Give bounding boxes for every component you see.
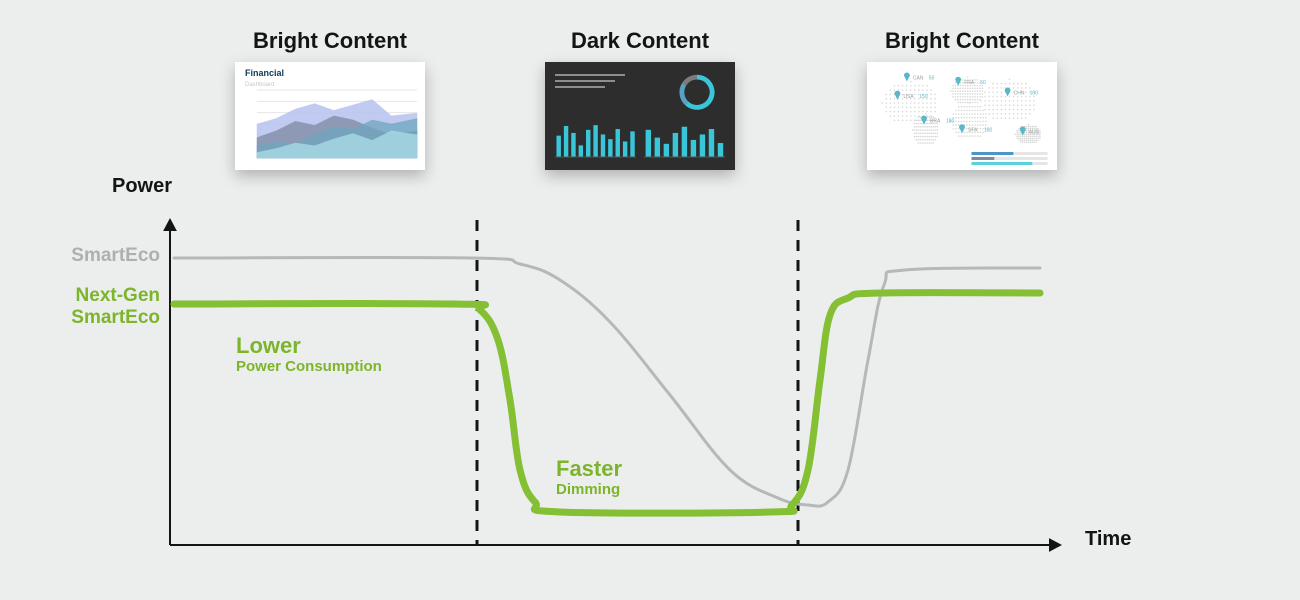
section-title: Bright Content (885, 28, 1039, 54)
annotation-sub: Power Consumption (236, 358, 382, 375)
series-label-smarteco: SmartEco (71, 245, 160, 267)
thumb-title: Financial (245, 68, 284, 78)
thumbnail-svg (545, 62, 735, 170)
series-label-line: Next-Gen (71, 285, 160, 307)
annotation-title: Lower (236, 333, 382, 358)
map-marker-value: 100 (1030, 91, 1039, 97)
map-marker-code: SFA (968, 127, 978, 133)
map-marker-code: FRA (964, 80, 975, 86)
annotation-lower: LowerPower Consumption (236, 333, 382, 376)
section-title: Dark Content (571, 28, 709, 54)
map-marker-code: BRA (930, 119, 941, 125)
map-marker-code: USA (903, 94, 914, 100)
thumbnail-dark_dash (545, 62, 735, 170)
x-axis-arrow-icon (1049, 538, 1062, 552)
series-label-line: SmartEco (71, 245, 160, 267)
annotation-faster: FasterDimming (556, 456, 622, 499)
map-marker-value: 50 (929, 75, 935, 81)
thumbnail-world_map: CAN 50 USA 150 BRA 180 SFA 180 FRA 50 CHN 100 AUS (867, 62, 1057, 170)
series-label-nextgen: Next-GenSmartEco (71, 285, 160, 329)
y-axis-arrow-icon (163, 218, 177, 231)
y-axis-label: Power (112, 175, 172, 198)
map-marker-code: CHN (1014, 91, 1025, 97)
annotation-title: Faster (556, 456, 622, 481)
map-marker-value: 50 (980, 80, 986, 86)
map-marker-code: CAN (913, 75, 924, 81)
map-marker-value: 180 (984, 127, 993, 133)
thumb-subtitle: Dashboard (245, 82, 274, 88)
series-label-line: SmartEco (71, 307, 160, 329)
map-marker-value: 180 (946, 119, 955, 125)
map-marker-value: 150 (919, 94, 928, 100)
x-axis-label: Time (1085, 528, 1131, 551)
thumbnail-svg: CAN 50 USA 150 BRA 180 SFA 180 FRA 50 CHN 100 AUS (867, 62, 1057, 170)
thumbnail-svg: Financial Dashboard (235, 62, 425, 170)
annotation-sub: Dimming (556, 481, 622, 498)
map-marker-code: AUS (1029, 129, 1040, 135)
section-title: Bright Content (253, 28, 407, 54)
thumbnail-financial: Financial Dashboard (235, 62, 425, 170)
